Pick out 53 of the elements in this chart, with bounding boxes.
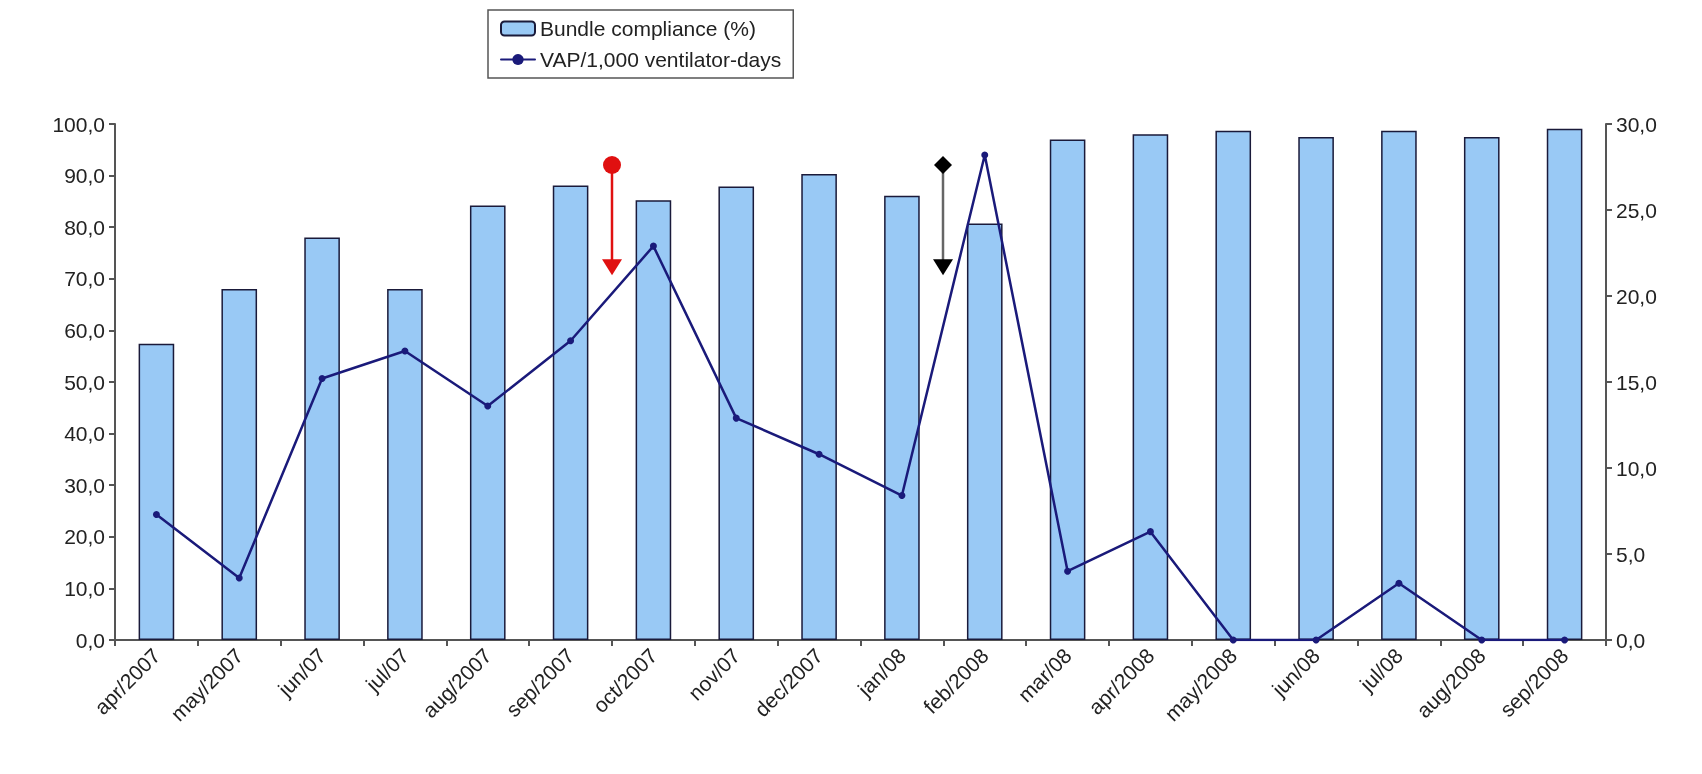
- y2-tick-label: 20,0: [1616, 284, 1657, 308]
- bar: [1298, 136, 1334, 640]
- y-tick-label: 100,0: [52, 112, 105, 136]
- bar: [138, 343, 175, 640]
- y2-tick-label: 0,0: [1616, 628, 1646, 652]
- point: [152, 510, 160, 518]
- bar: [635, 200, 672, 640]
- point: [981, 151, 989, 159]
- y2-tick-label: 25,0: [1616, 198, 1657, 222]
- bar: [1049, 139, 1086, 640]
- point: [1064, 567, 1072, 575]
- point: [1395, 579, 1403, 587]
- y-tick-label: 10,0: [64, 576, 105, 600]
- y2-tick-label: 5,0: [1616, 542, 1646, 566]
- bar: [801, 174, 837, 640]
- bar: [1132, 134, 1169, 640]
- point: [318, 375, 326, 383]
- bar: [469, 205, 506, 640]
- point: [567, 337, 575, 345]
- bar: [884, 195, 920, 640]
- point: [1229, 636, 1237, 644]
- bar: [1546, 128, 1583, 640]
- bar: [1381, 130, 1417, 640]
- point: [898, 492, 906, 500]
- y-tick-label: 60,0: [64, 318, 105, 342]
- y2-tick-label: 15,0: [1616, 370, 1657, 394]
- y-tick-label: 30,0: [64, 473, 105, 497]
- y-tick-label: 80,0: [64, 215, 105, 239]
- point: [484, 402, 492, 410]
- bar: [1463, 136, 1500, 640]
- y-tick-label: 40,0: [64, 422, 105, 446]
- point: [1478, 636, 1486, 644]
- bar: [718, 186, 755, 640]
- legend-label: VAP/1,000 ventilator-days: [540, 48, 782, 71]
- y2-tick-label: 30,0: [1616, 112, 1657, 136]
- point: [1146, 528, 1154, 536]
- y2-tick-label: 10,0: [1616, 456, 1657, 480]
- bar: [1215, 130, 1252, 640]
- bar: [387, 289, 423, 640]
- point: [1561, 636, 1569, 644]
- bar: [552, 185, 589, 640]
- point: [235, 574, 243, 582]
- bar: [221, 289, 258, 640]
- y-tick-label: 50,0: [64, 370, 105, 394]
- y-tick-label: 20,0: [64, 525, 105, 549]
- legend-label: Bundle compliance (%): [540, 17, 756, 40]
- bar: [304, 237, 340, 640]
- y-tick-label: 70,0: [64, 267, 105, 291]
- point: [732, 414, 740, 422]
- y-tick-label: 90,0: [64, 164, 105, 188]
- point: [815, 450, 823, 458]
- bar: [966, 223, 1003, 640]
- point: [649, 242, 657, 250]
